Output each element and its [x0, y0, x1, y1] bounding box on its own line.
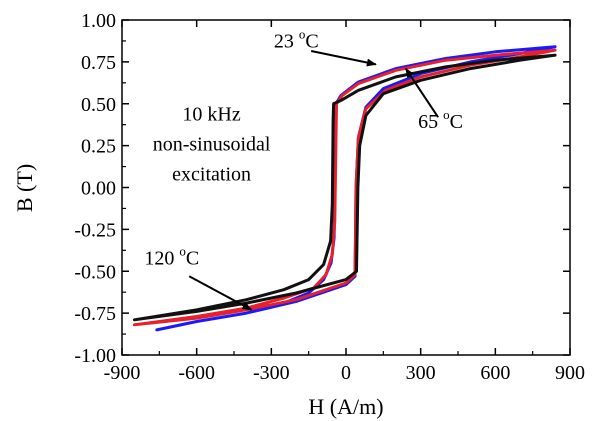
temperature-label-3: 120 oC [144, 244, 199, 270]
annotations-layer: 23 oC 65 oC 120 oC 10 kHz non-sinusoidal exci… [144, 27, 463, 311]
y-tick-label: 0.00 [81, 178, 116, 200]
x-tick-label: -900 [104, 362, 141, 384]
hysteresis-loop-3 [132, 53, 557, 322]
plot-frame [121, 19, 571, 356]
temperature-label-1: 23 oC [274, 27, 319, 53]
y-axis-title: B (T) [12, 164, 37, 212]
x-tick-label: -600 [178, 362, 215, 384]
x-tick-label: 0 [341, 362, 351, 384]
excitation-note-line-3: excitation [172, 164, 251, 186]
x-tick-label: 300 [406, 362, 436, 384]
annotation-arrow-3 [188, 275, 253, 311]
y-tick-label: 0.25 [81, 136, 116, 158]
excitation-note-line-2: non-sinusoidal [153, 134, 271, 156]
excitation-note-line-1: 10 kHz [182, 104, 240, 126]
curves-layer [132, 45, 557, 332]
temperature-label-2: 65 oC [418, 107, 463, 133]
x-tick-label: 900 [555, 362, 585, 384]
y-tick-label: -0.25 [74, 219, 116, 241]
y-tick-label: 1.00 [81, 10, 116, 32]
hysteresis-loop-2 [132, 48, 557, 327]
x-axis-title: H (A/m) [308, 394, 383, 419]
x-tick-label: 600 [480, 362, 510, 384]
y-tick-label: -0.50 [74, 261, 116, 283]
y-tick-label: -1.00 [74, 345, 116, 367]
annotation-arrow-1 [310, 50, 377, 67]
plot-border [121, 19, 571, 356]
ticks-layer: -900 -600 -300 0 300 600 900 1.00 0.75 0.50 0.25 0.… [74, 10, 585, 384]
annotation-arrow-2 [404, 67, 439, 118]
y-tick-label: 0.75 [81, 52, 116, 74]
y-tick-label: 0.50 [81, 94, 116, 116]
x-tick-label: -300 [253, 362, 290, 384]
y-tick-label: -0.75 [74, 303, 116, 325]
